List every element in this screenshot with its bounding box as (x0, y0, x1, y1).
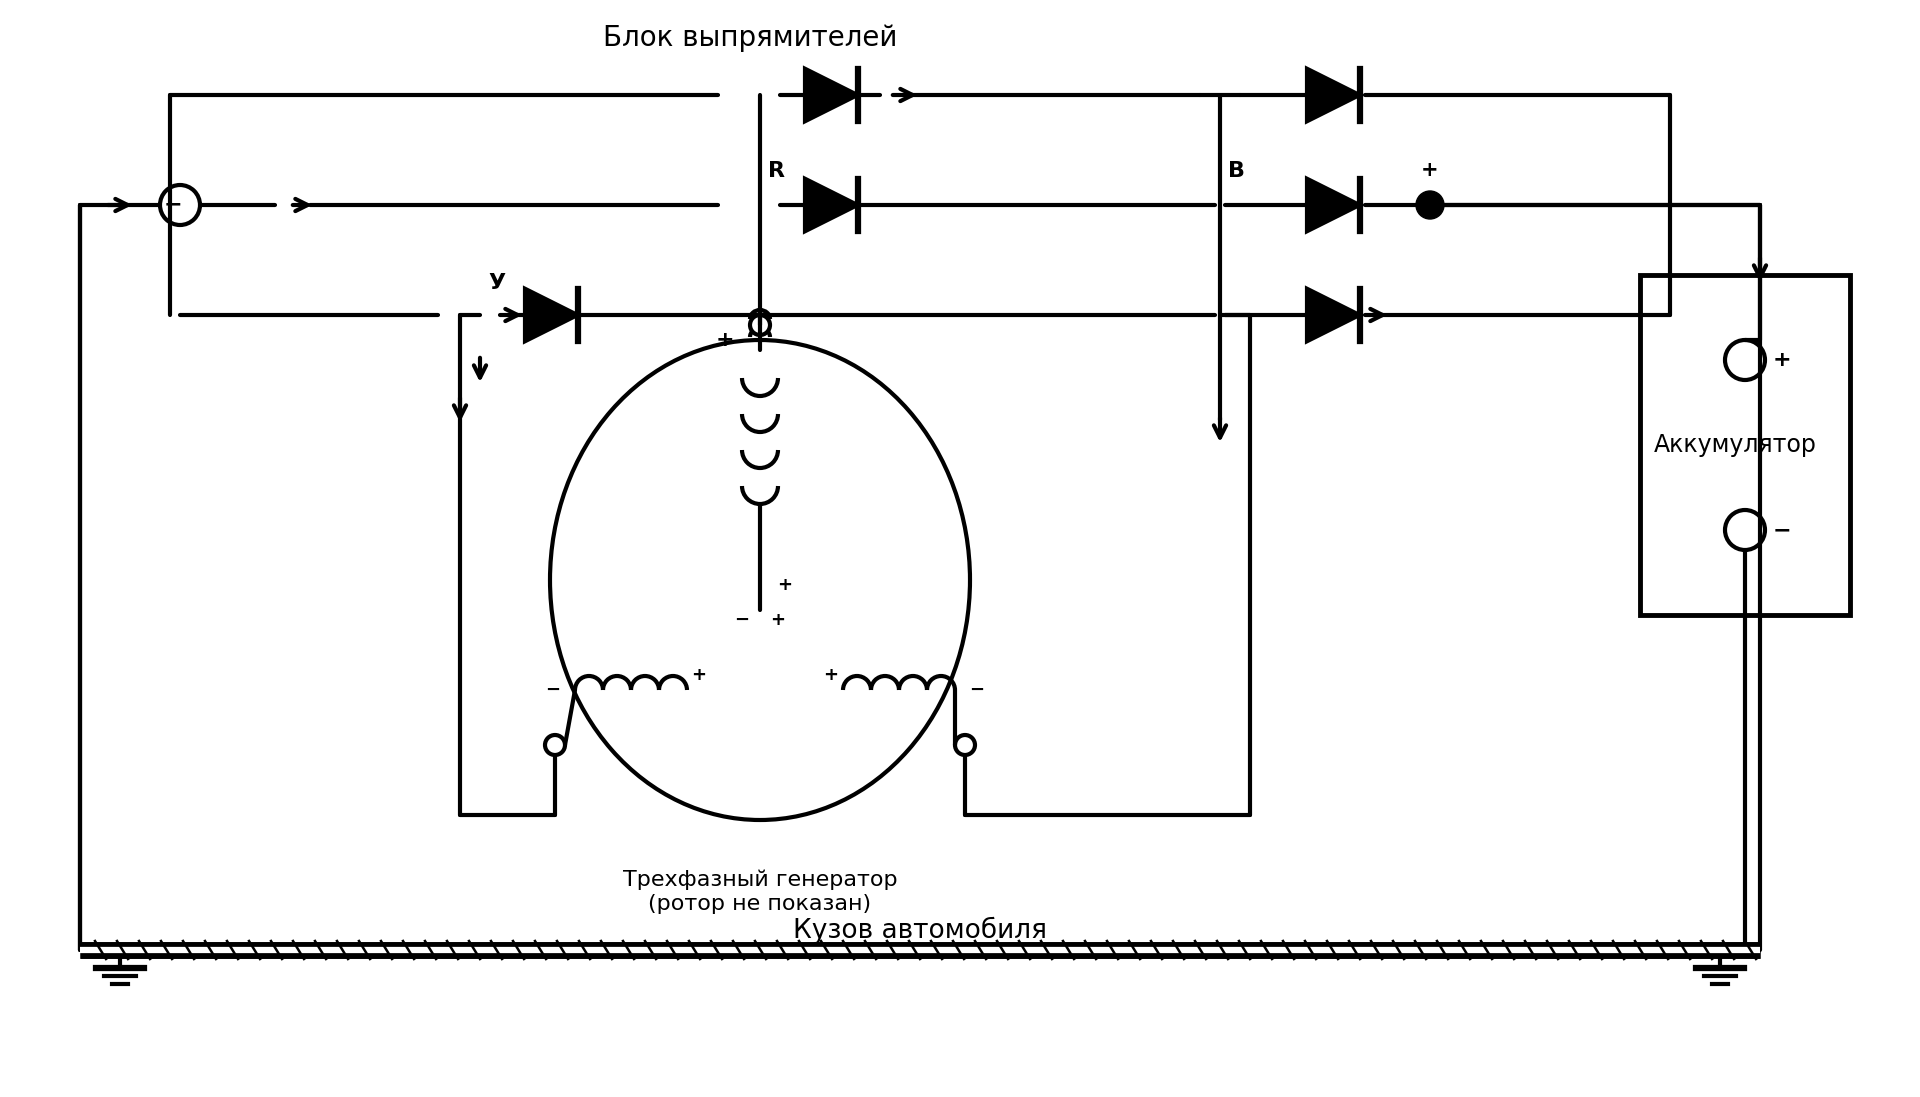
Polygon shape (524, 289, 578, 341)
Polygon shape (804, 69, 858, 122)
Circle shape (545, 735, 564, 755)
Text: +: + (691, 666, 707, 685)
Text: Аккумулятор: Аккумулятор (1653, 433, 1816, 457)
Circle shape (954, 735, 975, 755)
Text: R: R (768, 161, 785, 181)
Text: +: + (824, 666, 839, 685)
Text: В: В (1229, 161, 1244, 181)
Text: У: У (488, 273, 505, 293)
Text: Трехфазный генератор
(ротор не показан): Трехфазный генератор (ротор не показан) (622, 870, 897, 914)
Polygon shape (1308, 289, 1359, 341)
Polygon shape (1308, 69, 1359, 122)
Text: Кузов автомобиля: Кузов автомобиля (793, 916, 1046, 943)
Text: +: + (1421, 160, 1438, 180)
Polygon shape (804, 179, 858, 231)
Text: −: − (735, 611, 749, 629)
Text: −: − (1772, 520, 1791, 540)
Circle shape (751, 315, 770, 335)
Text: −: − (545, 681, 561, 699)
Text: +: + (770, 611, 785, 629)
Text: +: + (778, 576, 793, 593)
Text: −: − (970, 681, 985, 699)
Circle shape (1417, 191, 1444, 219)
Bar (1640, 275, 1851, 615)
Text: +: + (716, 330, 733, 350)
Text: −: − (163, 194, 182, 214)
Text: Блок выпрямителей: Блок выпрямителей (603, 24, 897, 52)
Polygon shape (1308, 179, 1359, 231)
Text: +: + (1772, 350, 1791, 370)
